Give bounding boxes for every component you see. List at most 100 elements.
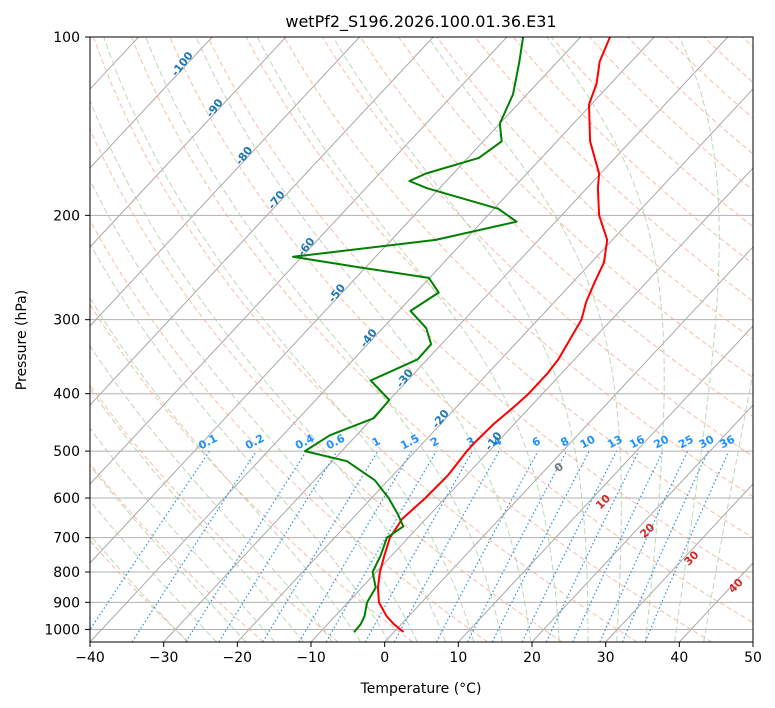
- moist-adiabat-line: [90, 178, 418, 642]
- mixing-ratio-line: [435, 450, 539, 642]
- y-tick-label: 600: [53, 491, 80, 507]
- moist-adiabat-line: [703, 369, 753, 642]
- mixing-ratio-label: 20: [652, 433, 672, 452]
- x-tick-label: 20: [523, 650, 541, 666]
- y-tick-label: 900: [53, 595, 80, 611]
- moist-adiabat-line: [332, 37, 589, 642]
- y-tick-label: 500: [53, 444, 80, 460]
- mixing-ratio-label: 1.5: [398, 432, 421, 453]
- mixing-ratio-line: [621, 450, 709, 642]
- mixing-ratio-label: 30: [697, 433, 717, 452]
- moist-adiabat-label: 0: [552, 460, 567, 475]
- mixing-ratio-line: [262, 450, 379, 642]
- mixing-ratio-label: 10: [578, 433, 598, 452]
- moist-adiabat-line: [256, 37, 560, 642]
- moist-adiabat-line: [90, 297, 362, 642]
- moist-adiabat-line: [90, 387, 304, 642]
- mixing-ratio-label: 1: [370, 434, 383, 449]
- dry-adiabat-line: [90, 219, 488, 642]
- isotherm-line: [236, 88, 753, 642]
- moist-adiabat-line: [90, 464, 247, 642]
- mixing-ratio-line: [521, 450, 618, 642]
- dry-adiabat-line: [245, 37, 753, 539]
- moist-adiabat-line: [674, 37, 720, 642]
- isotherm-line: [605, 483, 753, 642]
- dry-adiabat-line: [321, 37, 753, 457]
- mixing-ratio-label: 16: [627, 433, 647, 452]
- isotherm-label: -90: [203, 96, 226, 120]
- dry-adiabat-line: [131, 37, 712, 642]
- isotherm-label: -30: [394, 366, 417, 390]
- x-tick-label: −20: [223, 650, 253, 666]
- y-tick-label: 1000: [44, 622, 80, 638]
- moist-adiabat-line: [427, 37, 622, 642]
- x-tick-label: −40: [75, 650, 105, 666]
- x-tick-label: 10: [449, 650, 467, 666]
- mixing-ratio-line: [131, 450, 257, 642]
- x-tick-label: 30: [597, 650, 615, 666]
- x-tick-label: −10: [296, 650, 326, 666]
- y-tick-label: 800: [53, 565, 80, 581]
- isotherm-line: [90, 37, 213, 169]
- dry-adiabat-line: [398, 37, 753, 379]
- isotherm-line: [90, 37, 581, 564]
- isotherm-label: -80: [233, 144, 256, 168]
- isotherm-line: [752, 641, 753, 642]
- y-axis-label: Pressure (hPa): [14, 290, 30, 390]
- moist-adiabat-line: [90, 99, 447, 642]
- isotherm-line: [384, 246, 753, 642]
- mixing-ratio-line: [491, 450, 590, 642]
- isotherm-label: -100: [169, 49, 196, 79]
- dry-adiabat-line: [703, 37, 753, 84]
- dry-adiabat-line: [512, 37, 753, 265]
- dry-adiabat-line: [92, 37, 638, 642]
- mixing-ratio-line: [298, 450, 413, 642]
- dry-adiabat-line: [665, 37, 753, 119]
- plot-frame: [89, 36, 754, 643]
- dry-adiabat-line: [741, 37, 753, 48]
- moist-adiabat-line: [546, 37, 665, 642]
- moist-adiabat-line: [195, 37, 532, 642]
- x-tick-label: 0: [380, 650, 389, 666]
- moist-adiabat-line: [90, 242, 390, 642]
- dry-adiabat-line: [550, 37, 753, 228]
- temperature-trace: [376, 37, 611, 633]
- dry-adiabat-line: [283, 37, 753, 498]
- moist-adiabat-line: [90, 534, 188, 642]
- isotherm-line: [90, 37, 434, 406]
- moist-adiabat-line: [90, 499, 217, 642]
- mixing-ratio-line: [185, 450, 307, 642]
- mixing-ratio-line: [393, 450, 500, 642]
- mixing-ratio-label: 6: [530, 434, 543, 449]
- reference-lines: [90, 37, 753, 642]
- chart-title: wetPf2_S196.2026.100.01.36.E31: [285, 12, 556, 32]
- isotherm-label: -50: [326, 281, 349, 305]
- moist-adiabat-line: [90, 427, 276, 642]
- x-tick-label: −30: [149, 650, 179, 666]
- isotherm-line: [531, 404, 753, 642]
- dewpoint-trace: [292, 37, 525, 633]
- x-axis-label: Temperature (°C): [360, 681, 482, 697]
- dry-adiabat-line: [169, 37, 753, 624]
- y-tick-label: 200: [53, 208, 80, 224]
- reference-labels: 0.1 0.2 0.4 0.6 1 1.5 2 3 4 6 8 10 13 16 20 25 30 36-100-…: [169, 49, 746, 596]
- axis-ticks: −40 −30 −20 −10 0 10 20 30 40 5010009008007006005…: [44, 30, 762, 666]
- moist-adiabat-label: 40: [726, 576, 746, 596]
- dry-adiabat-line: [90, 384, 339, 642]
- sounding-traces: [292, 37, 611, 633]
- moist-adiabat-line: [103, 37, 475, 642]
- isotherm-line: [457, 325, 753, 642]
- mixing-ratio-label: 0.2: [243, 432, 266, 453]
- y-tick-label: 300: [53, 313, 80, 329]
- mixing-ratio-line: [364, 450, 474, 642]
- mixing-ratio-label: 25: [676, 433, 696, 452]
- y-tick-label: 100: [53, 30, 80, 46]
- y-tick-label: 400: [53, 387, 80, 403]
- dry-adiabat-line: [90, 303, 414, 642]
- dry-adiabat-line: [90, 462, 264, 642]
- mixing-ratio-label: 13: [605, 433, 625, 452]
- mixing-ratio-line: [599, 450, 689, 642]
- mixing-ratio-line: [218, 450, 338, 642]
- moist-adiabat-line: [90, 344, 333, 642]
